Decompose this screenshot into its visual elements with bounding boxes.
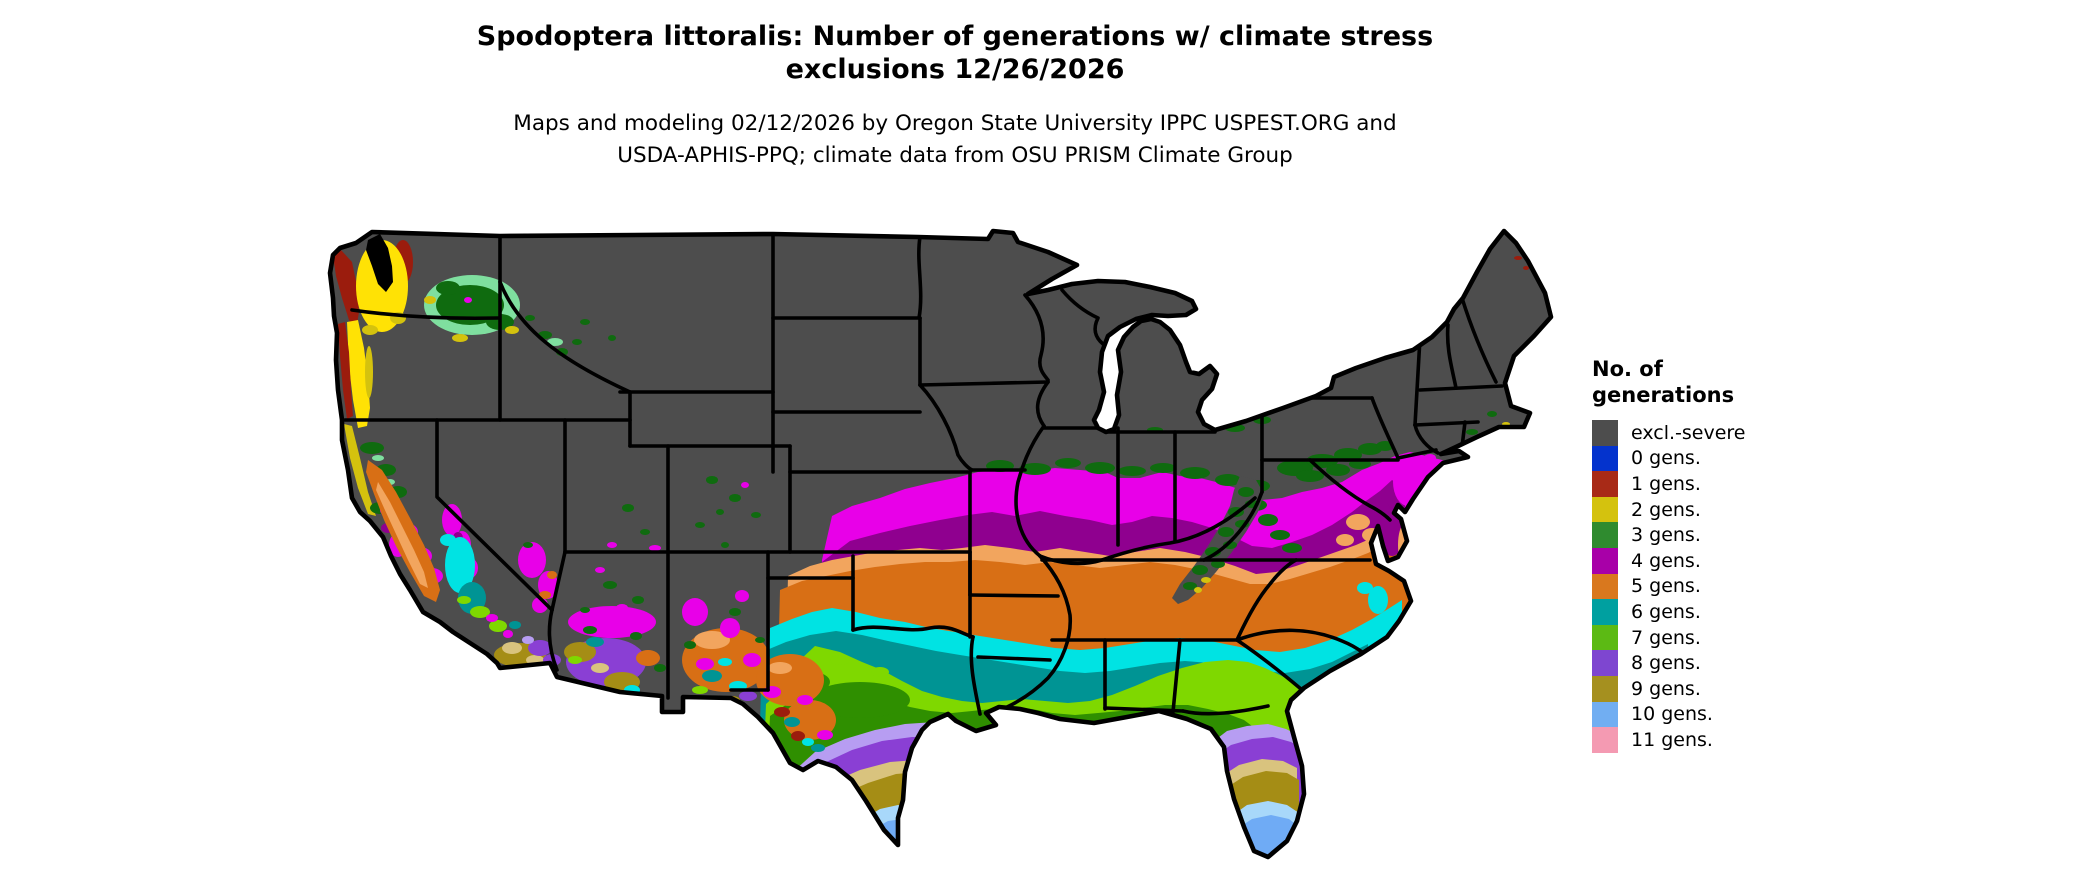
legend-item-label: 5 gens.	[1631, 575, 1701, 598]
legend-swatch	[1592, 675, 1618, 702]
us-outline	[327, 228, 1554, 860]
legend-item-label: 2 gens.	[1631, 498, 1701, 521]
legend-item: 3 gens.	[1592, 522, 1822, 548]
subtitle-block: Maps and modeling 02/12/2026 by Oregon S…	[300, 108, 1610, 172]
legend-item: 0 gens.	[1592, 445, 1822, 472]
legend-title-line2: generations	[1592, 383, 1735, 407]
legend-item: 7 gens.	[1592, 624, 1822, 651]
legend-item: 1 gens.	[1592, 471, 1822, 497]
legend-item-label: 9 gens.	[1631, 677, 1701, 700]
legend-swatch	[1592, 547, 1618, 574]
legend-item: 9 gens.	[1592, 675, 1822, 702]
legend-item-label: 10 gens.	[1631, 703, 1713, 726]
legend-item: 2 gens.	[1592, 496, 1822, 523]
legend-item-label: 1 gens.	[1631, 472, 1701, 495]
legend-item: 11 gens.	[1592, 727, 1822, 753]
legend-swatch	[1592, 650, 1618, 676]
legend-item: 10 gens.	[1592, 701, 1822, 728]
legend-title: No. of generations	[1592, 356, 1822, 408]
legend-item-label: 6 gens.	[1631, 600, 1701, 623]
legend-item: 8 gens.	[1592, 650, 1822, 676]
legend-item-label: 0 gens.	[1631, 447, 1701, 470]
legend-item-label: 7 gens.	[1631, 626, 1701, 649]
legend-item-label: 11 gens.	[1631, 728, 1713, 751]
legend-swatch	[1592, 701, 1618, 728]
legend-swatch	[1592, 420, 1618, 446]
legend-item: 5 gens.	[1592, 573, 1822, 600]
legend-item: 6 gens.	[1592, 599, 1822, 625]
legend-item-label: 4 gens.	[1631, 549, 1701, 572]
page-title-line1: Spodoptera littoralis: Number of generat…	[476, 21, 1434, 52]
legend-item-label: excl.-severe	[1631, 421, 1746, 444]
legend-swatch	[1592, 522, 1618, 548]
legend: No. of generations excl.-severe 0 gens. …	[1592, 356, 1822, 753]
legend-item-label: 3 gens.	[1631, 524, 1701, 547]
legend-swatch	[1592, 445, 1618, 472]
legend-title-line1: No. of	[1592, 357, 1663, 381]
subtitle-line1: Maps and modeling 02/12/2026 by Oregon S…	[513, 111, 1397, 136]
state-borders	[343, 234, 1504, 716]
legend-swatch	[1592, 727, 1618, 753]
page-title-line2: exclusions 12/26/2026	[785, 54, 1125, 85]
legend-items: excl.-severe 0 gens. 1 gens. 2 gens. 3 g…	[1592, 420, 1822, 753]
legend-swatch	[1592, 599, 1618, 625]
legend-swatch	[1592, 573, 1618, 600]
subtitle-line2: USDA-APHIS-PPQ; climate data from OSU PR…	[617, 143, 1293, 168]
legend-swatch	[1592, 471, 1618, 497]
legend-item: 4 gens.	[1592, 547, 1822, 574]
legend-swatch	[1592, 624, 1618, 651]
title-block: Spodoptera littoralis: Number of generat…	[300, 20, 1610, 172]
legend-item: excl.-severe	[1592, 420, 1822, 446]
legend-item-label: 8 gens.	[1631, 652, 1701, 675]
legend-swatch	[1592, 496, 1618, 523]
